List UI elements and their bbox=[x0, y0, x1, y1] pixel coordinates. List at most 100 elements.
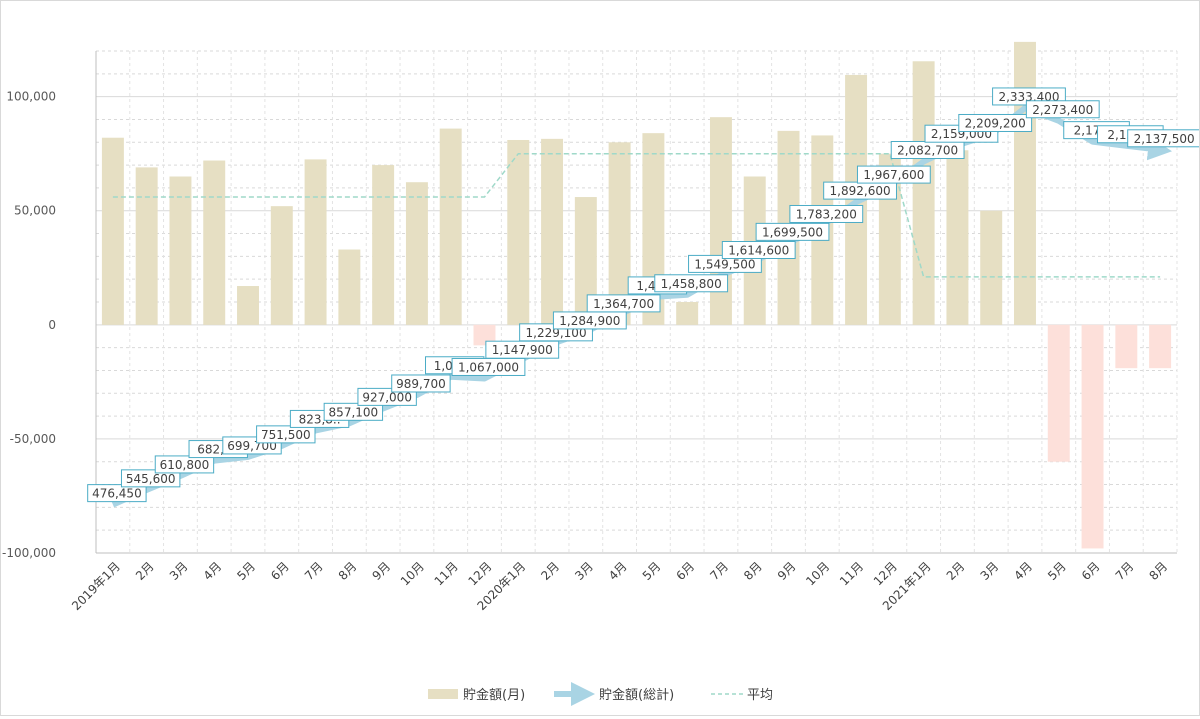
data-label-box bbox=[154, 455, 215, 474]
data-label-text: 989,700 bbox=[396, 377, 446, 391]
bar bbox=[1149, 324, 1172, 369]
x-tick-label: 2月 bbox=[538, 559, 562, 583]
data-label: 2,082,700 bbox=[890, 141, 965, 160]
data-label-box bbox=[789, 204, 864, 223]
y-tick-label: -50,000 bbox=[10, 432, 56, 446]
x-tick-label: 5月 bbox=[1045, 559, 1069, 583]
y-tick-label: 0 bbox=[48, 318, 56, 332]
x-tick-label: 8月 bbox=[336, 559, 360, 583]
bar bbox=[304, 159, 327, 325]
data-label: 1,284,900 bbox=[552, 311, 627, 330]
bar bbox=[676, 302, 699, 325]
x-tick-label: 4月 bbox=[606, 559, 630, 583]
x-tick-label: 5月 bbox=[640, 559, 664, 583]
bar bbox=[574, 197, 597, 325]
data-label-text: 857,100 bbox=[329, 405, 379, 419]
x-tick-label: 6月 bbox=[1079, 559, 1103, 583]
data-label-text: 1,699,500 bbox=[762, 225, 823, 239]
data-label-box bbox=[391, 374, 451, 393]
legend-label-average: 平均 bbox=[747, 688, 773, 703]
legend: 貯金額(月) 貯金額(総計) 平均 bbox=[428, 682, 773, 706]
data-label: 1,699,500 bbox=[755, 222, 830, 241]
data-label: 476,450 bbox=[87, 484, 147, 503]
data-label-box bbox=[120, 469, 181, 488]
data-label-text: 1,067,000 bbox=[458, 360, 519, 374]
legend-label-monthly: 貯金額(月) bbox=[463, 687, 525, 703]
bar bbox=[169, 176, 192, 325]
data-label: 751,500 bbox=[256, 425, 316, 444]
x-tick-label: 7月 bbox=[1113, 559, 1137, 583]
x-tick-label: 3月 bbox=[167, 559, 191, 583]
bar bbox=[101, 137, 124, 325]
data-label-box bbox=[357, 387, 417, 406]
x-tick-label: 6月 bbox=[268, 559, 292, 583]
data-label-text: 1,892,600 bbox=[830, 184, 891, 198]
x-tick-label: 12月 bbox=[871, 559, 900, 588]
data-label-text: 1,458,800 bbox=[661, 277, 722, 291]
data-label-box bbox=[721, 240, 796, 259]
data-label-text: 1,364,700 bbox=[593, 297, 654, 311]
x-tick-label: 7月 bbox=[302, 559, 326, 583]
data-label-box bbox=[654, 274, 729, 293]
data-label-box bbox=[856, 165, 931, 184]
data-label-box bbox=[256, 425, 316, 444]
data-label-text: 2,082,700 bbox=[897, 144, 958, 158]
data-label-text: 476,450 bbox=[92, 487, 142, 501]
x-tick-label: 7月 bbox=[707, 559, 731, 583]
x-tick-label: 9月 bbox=[369, 559, 393, 583]
bar bbox=[1115, 324, 1138, 369]
data-label: 610,800 bbox=[154, 455, 215, 474]
x-tick-label: 11月 bbox=[837, 559, 866, 588]
data-label: 1,549,500 bbox=[688, 254, 762, 273]
data-label-text: 1,783,200 bbox=[796, 207, 857, 221]
data-label: 2,273,400 bbox=[1025, 100, 1100, 119]
bar bbox=[507, 139, 530, 325]
x-tick-label: 8月 bbox=[1146, 559, 1170, 583]
x-tick-label: 8月 bbox=[741, 559, 765, 583]
data-label-text: 1,147,900 bbox=[492, 343, 553, 357]
data-label-box bbox=[1025, 100, 1100, 119]
data-label-box bbox=[755, 222, 830, 241]
data-label-text: 1,614,600 bbox=[728, 243, 789, 257]
data-label-box bbox=[323, 402, 384, 421]
bar bbox=[405, 182, 428, 325]
data-label: 927,000 bbox=[357, 387, 417, 406]
x-tick-label: 2019年1月 bbox=[69, 559, 123, 613]
bar bbox=[135, 167, 158, 325]
data-label-text: 1,967,600 bbox=[863, 168, 924, 182]
x-tick-label: 4月 bbox=[1011, 559, 1035, 583]
bar bbox=[980, 210, 1003, 325]
x-tick-label: 12月 bbox=[465, 559, 494, 588]
average-series bbox=[112, 152, 1161, 278]
data-label: 2,137,500 bbox=[1127, 129, 1200, 148]
bar bbox=[912, 61, 935, 325]
data-label-text: 1,284,900 bbox=[559, 314, 620, 328]
data-label-text: 1,549,500 bbox=[694, 257, 755, 271]
bar bbox=[372, 165, 395, 325]
data-label: 1,067,000 bbox=[451, 357, 526, 376]
x-tick-label: 10月 bbox=[398, 559, 427, 588]
data-label-box bbox=[87, 484, 147, 503]
data-label: 1,614,600 bbox=[721, 240, 796, 259]
x-tick-label: 2月 bbox=[944, 559, 968, 583]
data-label-text: 610,800 bbox=[160, 458, 210, 472]
data-label-box bbox=[958, 113, 1033, 132]
data-label-box bbox=[1127, 129, 1200, 148]
x-tick-label: 4月 bbox=[201, 559, 225, 583]
bar bbox=[473, 324, 496, 346]
bar bbox=[338, 249, 361, 325]
y-axis: 100,000 50,000 0 -50,000 -100,000 bbox=[2, 90, 56, 560]
legend-swatch-monthly bbox=[428, 689, 458, 699]
data-label: 2,209,200 bbox=[958, 113, 1033, 132]
data-label: 1,458,800 bbox=[654, 274, 729, 293]
data-label-box bbox=[586, 294, 661, 313]
y-tick-label: 100,000 bbox=[6, 90, 56, 104]
data-label: 1,364,700 bbox=[586, 294, 661, 313]
data-label-text: 2,137,500 bbox=[1134, 132, 1195, 146]
x-tick-label: 11月 bbox=[432, 559, 461, 588]
x-tick-label: 9月 bbox=[775, 559, 799, 583]
bar bbox=[1014, 41, 1036, 325]
